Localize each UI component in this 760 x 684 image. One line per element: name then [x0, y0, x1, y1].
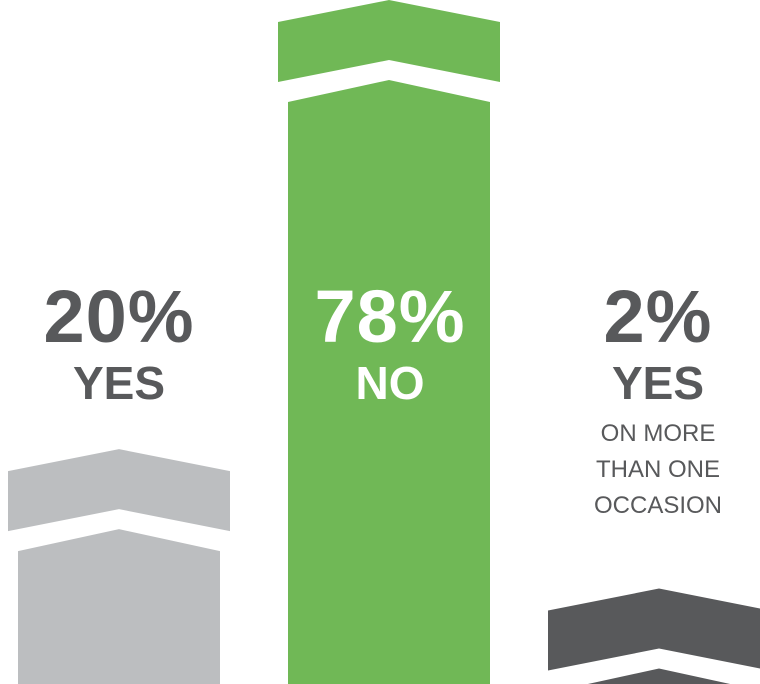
bar-label-yes-more-than-once: 2% YES ON MORE THAN ONE OCCASION	[543, 280, 760, 524]
bar	[8, 449, 230, 684]
bar-percent-label: 20%	[43, 275, 195, 358]
bar-body	[288, 80, 490, 684]
bar-percent-label: 78%	[314, 275, 466, 358]
bar	[548, 588, 760, 684]
bar-cap-chevron	[548, 588, 760, 671]
bar-cap-chevron	[8, 449, 230, 532]
bar-label-no: 78% NO	[275, 275, 505, 409]
bar-answer-label: YES	[72, 357, 166, 409]
bar-note-label: ON MORE THAN ONE OCCASION	[593, 420, 722, 519]
bar-label-yes: 20% YES	[4, 275, 234, 409]
bar-percent-label: 2%	[603, 275, 713, 358]
bar-cap-chevron	[278, 0, 500, 82]
bar-body	[558, 668, 760, 684]
bar-body	[18, 529, 220, 684]
bar	[278, 0, 500, 684]
bar-answer-label: YES	[611, 357, 705, 409]
bar-answer-label: NO	[355, 357, 425, 409]
